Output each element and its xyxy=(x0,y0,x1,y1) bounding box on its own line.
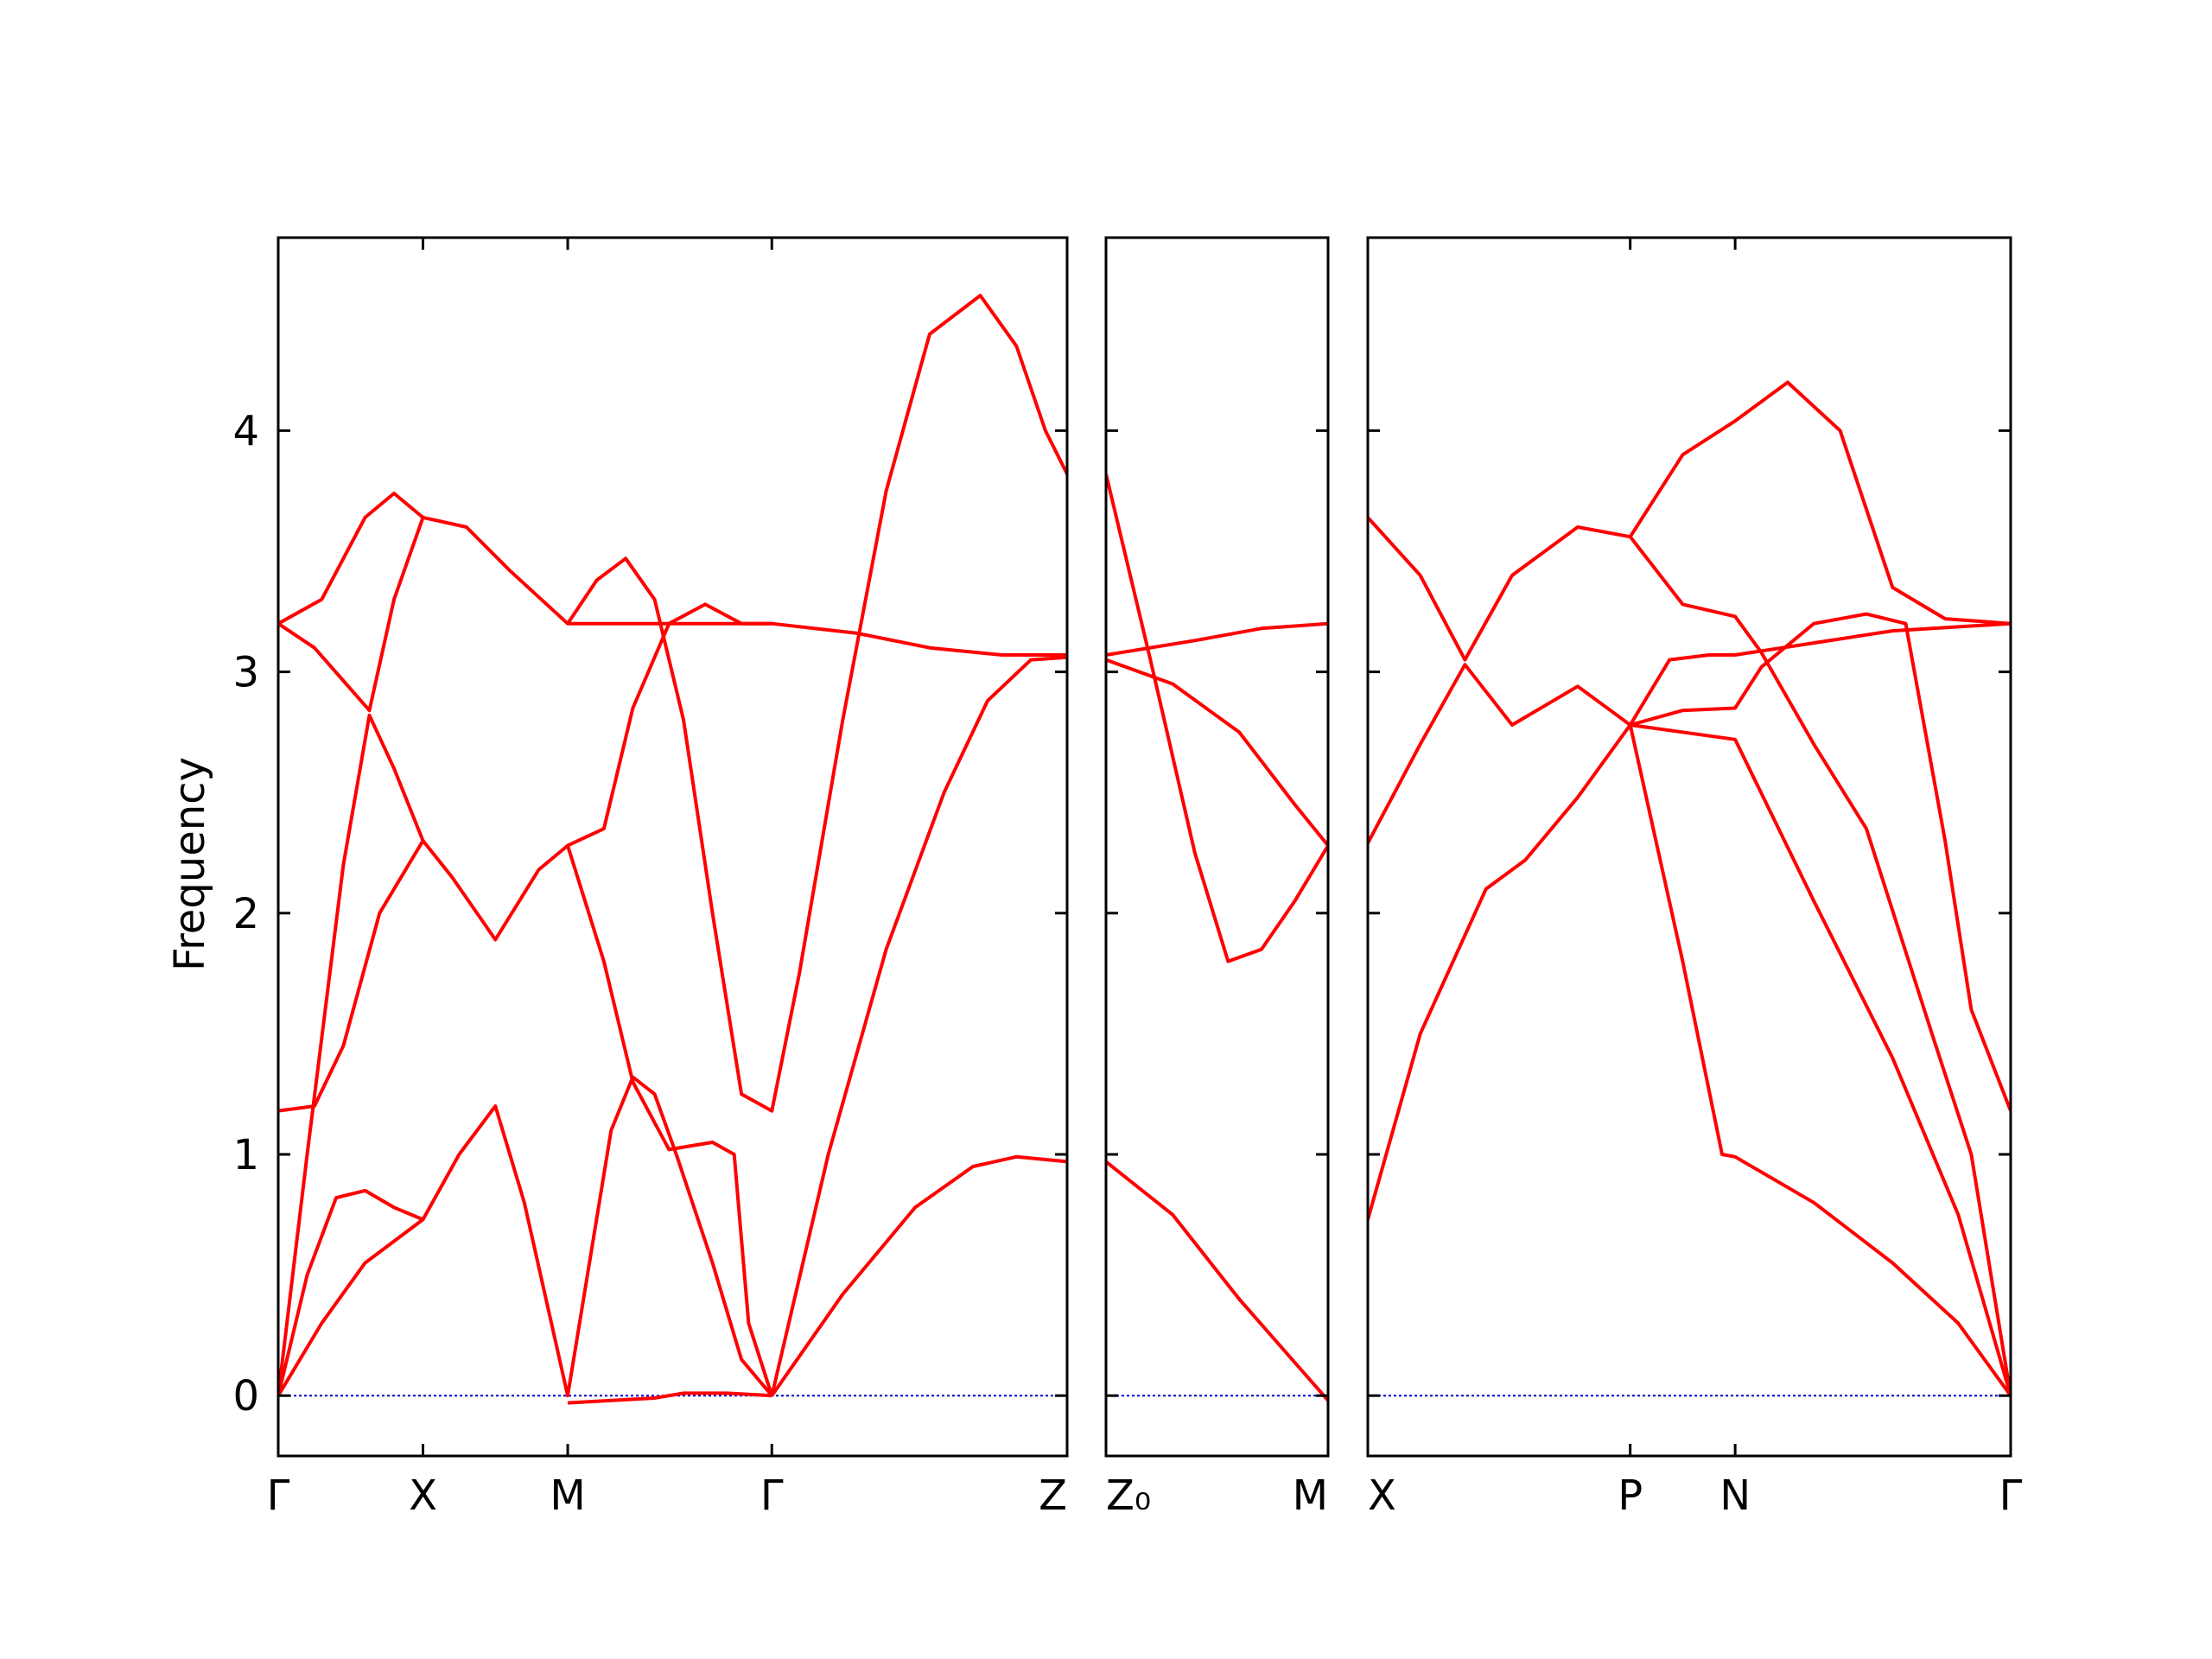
band-line-panel-3-6 xyxy=(1630,612,2011,1112)
y-tick-label: 2 xyxy=(232,890,259,938)
band-line-panel-1-3 xyxy=(278,839,774,1396)
band-line-panel-1-1 xyxy=(278,1075,773,1398)
band-line-panel-1-7 xyxy=(568,621,1067,657)
band-line-panel-1-5 xyxy=(278,294,1067,1113)
band-line-panel-3-4 xyxy=(1629,380,2011,626)
y-tick-label: 0 xyxy=(232,1372,259,1421)
panel-frame-1 xyxy=(276,236,1069,1458)
band-line-panel-2-4 xyxy=(1106,621,1328,657)
band-line-panel-2-2 xyxy=(1106,474,1328,963)
x-tick-label: P xyxy=(1618,1471,1643,1520)
band-line-panel-3-2 xyxy=(1368,663,2011,1396)
band-line-panel-1-8 xyxy=(567,602,772,848)
band-line-panel-1-9 xyxy=(770,655,1067,1396)
x-tick-label: N xyxy=(1719,1471,1751,1520)
y-tick-label: 1 xyxy=(232,1131,259,1179)
band-line-panel-1-11 xyxy=(567,1391,772,1405)
x-tick-label: Γ xyxy=(760,1471,784,1520)
band-line-panel-3-1 xyxy=(1368,723,2011,1397)
band-line-panel-1-10 xyxy=(770,1154,1067,1397)
band-line-panel-3-5 xyxy=(1628,621,2011,727)
x-tick-label: X xyxy=(1368,1471,1396,1520)
x-tick-label: Z₀ xyxy=(1106,1471,1151,1520)
y-axis-label: Frequency xyxy=(166,757,214,971)
band-line-panel-1-2 xyxy=(278,1188,424,1396)
x-tick-label: X xyxy=(409,1471,437,1520)
band-line-panel-1-4 xyxy=(278,713,425,1396)
band-line-panel-1-6 xyxy=(278,492,424,626)
panel-frame-3 xyxy=(1366,236,2012,1458)
x-tick-label: Z xyxy=(1039,1471,1067,1520)
y-tick-label: 3 xyxy=(232,649,259,697)
x-tick-label: Γ xyxy=(1999,1471,2023,1520)
panel-frame-2 xyxy=(1104,236,1330,1458)
band-line-panel-2-1 xyxy=(1106,1160,1328,1402)
y-tick-label: 4 xyxy=(232,407,259,455)
x-tick-label: Γ xyxy=(267,1471,290,1520)
x-tick-label: M xyxy=(1293,1471,1328,1520)
band-line-panel-2-3 xyxy=(1106,658,1328,847)
band-line-panel-3-3 xyxy=(1368,516,2011,1396)
x-tick-label: M xyxy=(550,1471,585,1520)
